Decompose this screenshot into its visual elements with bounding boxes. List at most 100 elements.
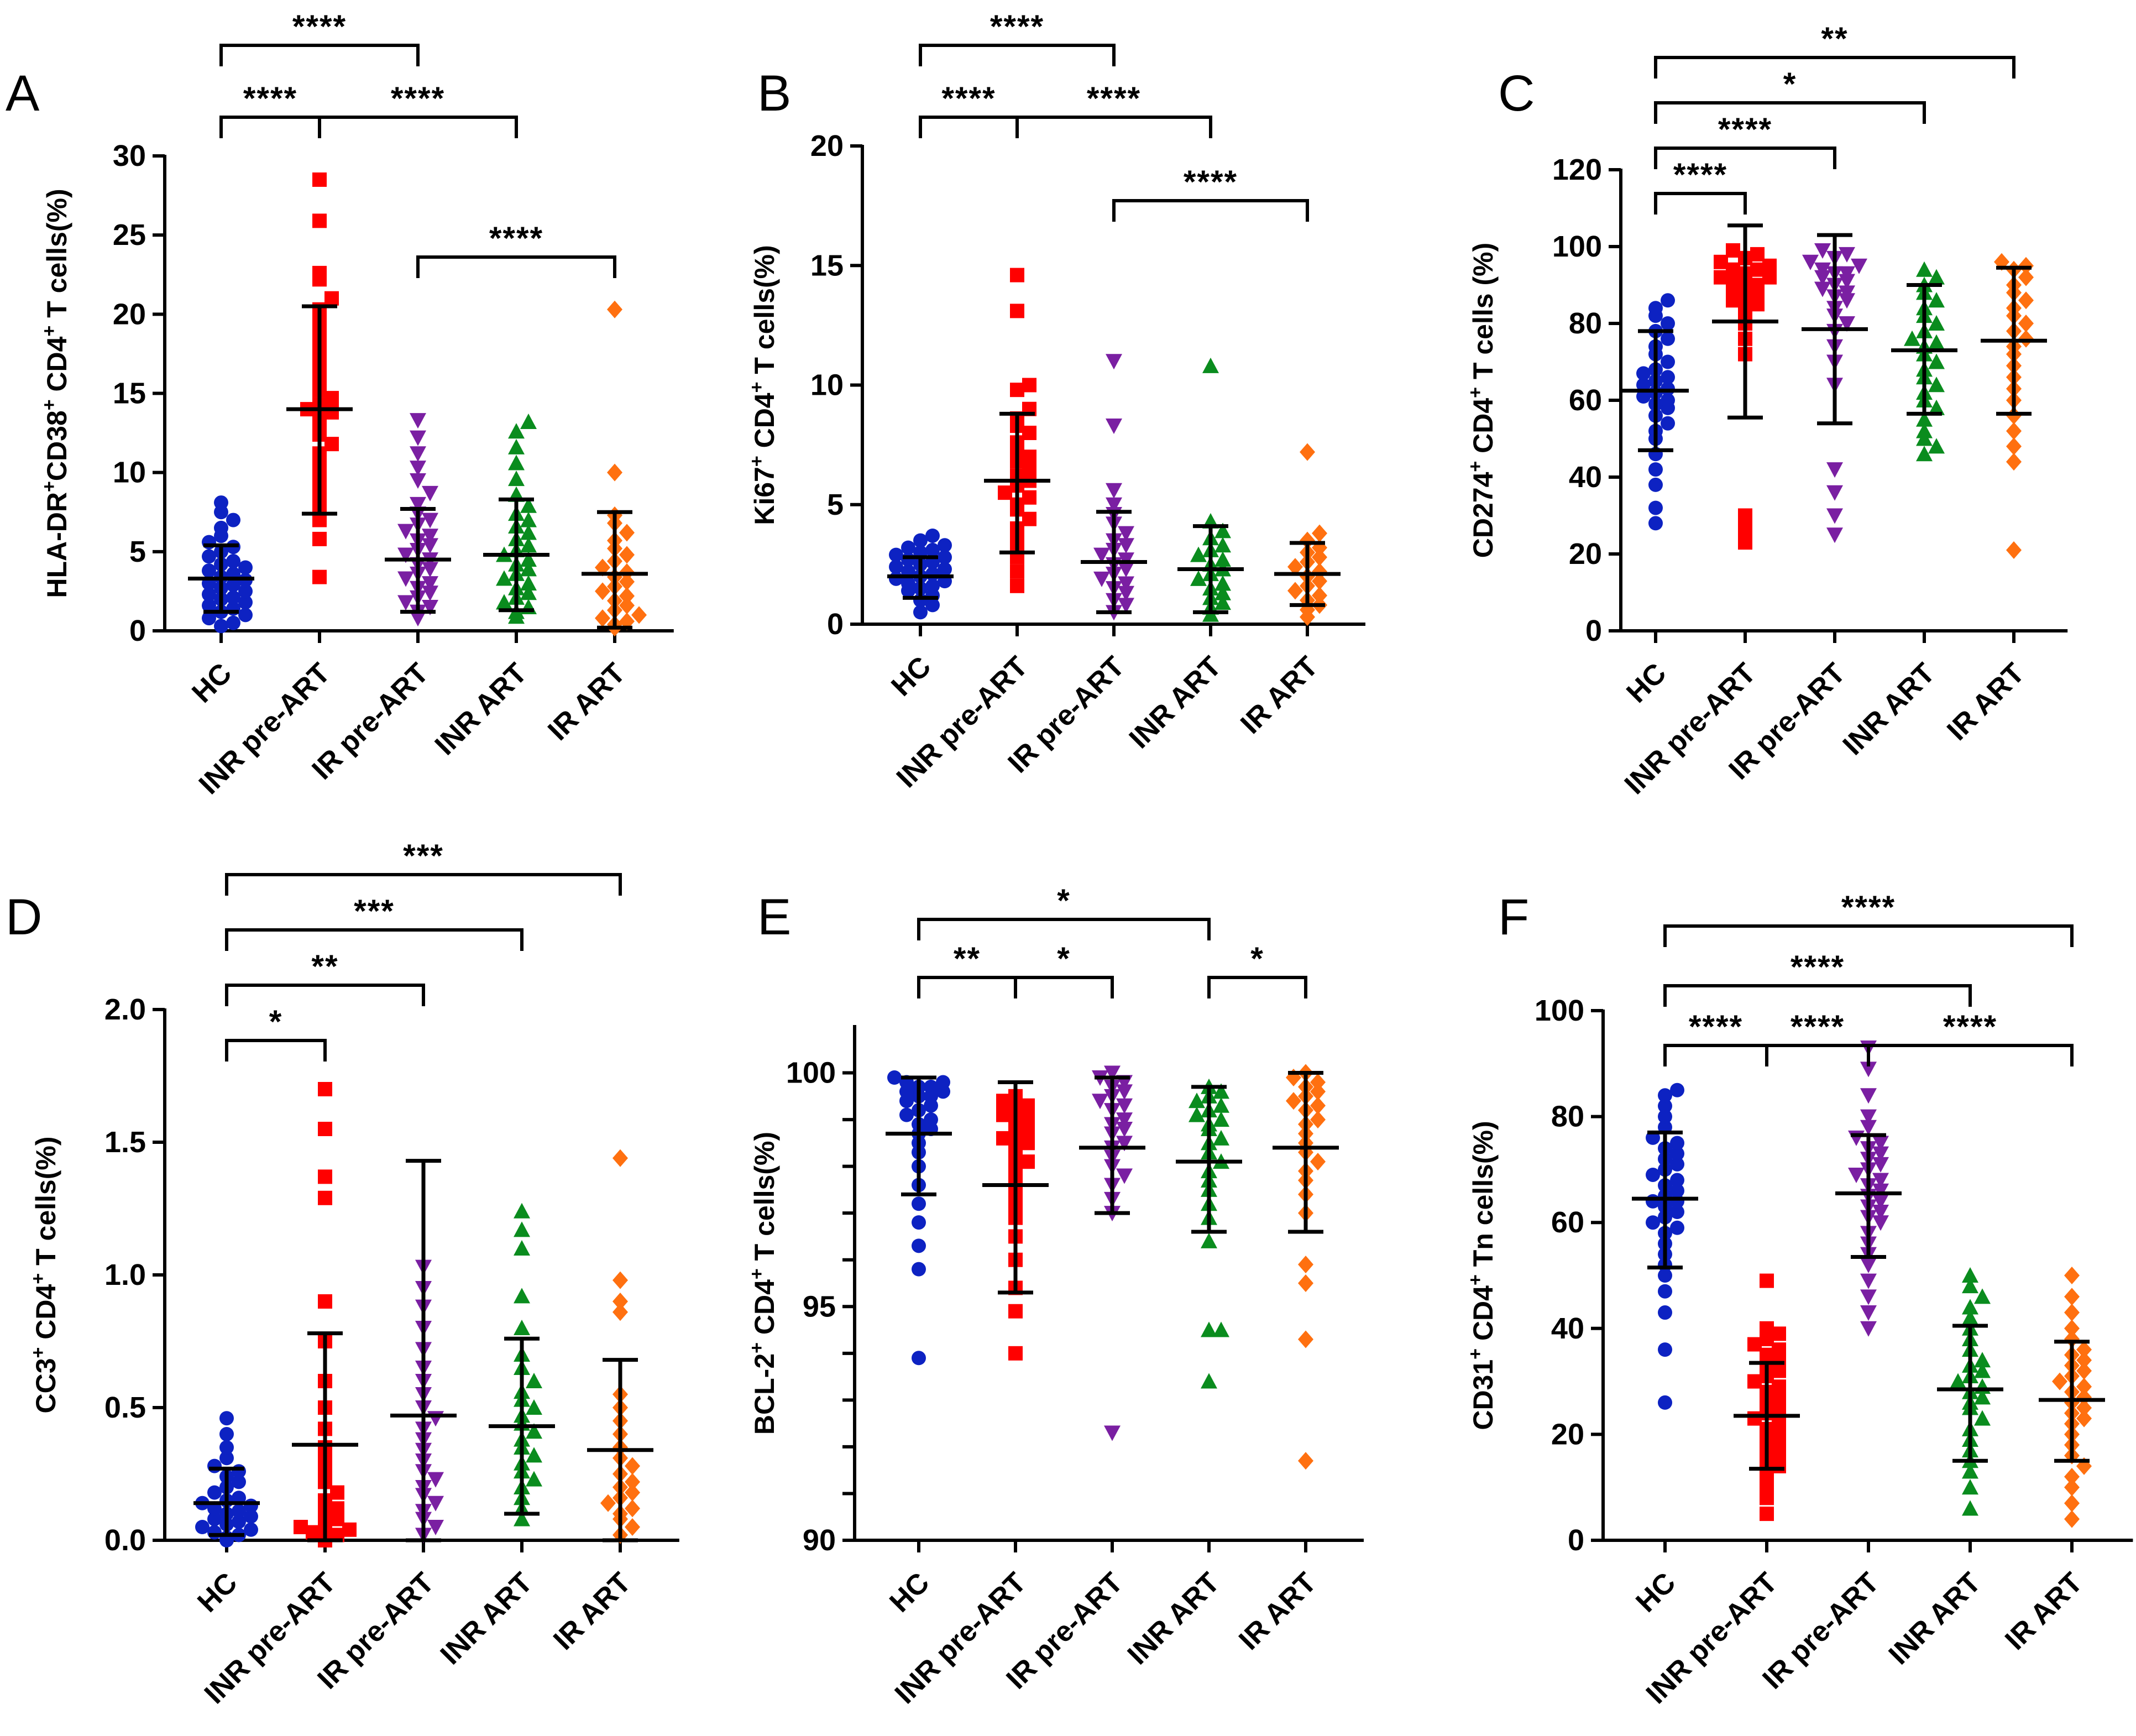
y-tick-label: 2.0 xyxy=(104,993,146,1026)
data-point xyxy=(1826,508,1843,524)
data-point xyxy=(1860,1062,1877,1078)
data-point xyxy=(202,598,216,613)
significance-label: **** xyxy=(1791,949,1845,985)
data-point xyxy=(244,1522,258,1537)
x-category-label: HC xyxy=(883,1566,935,1618)
y-tick-label: 20 xyxy=(810,129,844,163)
data-point xyxy=(1916,446,1933,462)
data-point xyxy=(1670,1146,1684,1161)
data-point xyxy=(1116,1122,1133,1137)
significance-bracket: *** xyxy=(225,838,622,896)
data-point xyxy=(238,560,253,575)
data-point xyxy=(1658,1284,1672,1299)
series-inr-art xyxy=(1891,261,1957,462)
significance-bracket: **** xyxy=(919,9,1116,66)
significance-label: **** xyxy=(489,221,543,257)
data-point xyxy=(1670,1083,1684,1097)
x-category-label: IR ART xyxy=(1941,657,2030,746)
data-point xyxy=(1022,511,1036,526)
y-tick-label: 10 xyxy=(810,369,844,402)
data-point xyxy=(1928,377,1945,393)
data-point xyxy=(1851,258,1867,274)
data-point xyxy=(1962,1278,1978,1294)
data-point xyxy=(619,587,635,605)
significance-label: *** xyxy=(354,893,395,929)
y-tick-label: 40 xyxy=(1551,1312,1584,1345)
data-point xyxy=(219,1440,234,1455)
significance-label: * xyxy=(269,1004,283,1040)
data-point xyxy=(901,576,915,591)
data-point xyxy=(294,1520,308,1534)
data-point xyxy=(1214,594,1231,610)
data-point xyxy=(526,1423,542,1439)
y-tick-label: 0 xyxy=(827,608,844,641)
significance-label: * xyxy=(1783,66,1797,102)
data-point xyxy=(508,423,525,439)
data-point xyxy=(1670,1183,1684,1198)
series-inr-art xyxy=(1177,357,1244,622)
data-point xyxy=(1201,1232,1217,1248)
data-point xyxy=(508,470,525,487)
x-category-label: HC xyxy=(885,650,937,702)
bracket-line xyxy=(917,918,1211,940)
data-point xyxy=(1661,316,1675,331)
data-point xyxy=(1287,558,1303,576)
data-point xyxy=(1312,562,1327,581)
data-point xyxy=(1760,1347,1774,1362)
data-point xyxy=(1310,1153,1326,1171)
data-point xyxy=(1661,393,1675,407)
data-point xyxy=(1214,551,1231,567)
data-point xyxy=(1974,1362,1991,1378)
data-point xyxy=(1860,1109,1877,1125)
bracket-line xyxy=(219,44,420,66)
data-point xyxy=(330,1485,344,1500)
y-tick-label: 15 xyxy=(810,249,844,282)
data-point xyxy=(514,1320,530,1335)
data-point xyxy=(427,1472,444,1488)
significance-label: **** xyxy=(1184,164,1238,200)
data-point xyxy=(607,463,622,482)
series-ir-art xyxy=(2039,1267,2105,1528)
data-point xyxy=(1636,378,1651,393)
data-point xyxy=(1214,584,1231,600)
data-point xyxy=(924,1112,938,1127)
significance-bracket: * xyxy=(1654,66,1926,124)
data-point xyxy=(1648,516,1663,531)
data-point xyxy=(2006,437,2022,456)
data-point xyxy=(1648,462,1663,477)
significance-label: ** xyxy=(1821,21,1848,57)
series-hc xyxy=(1622,293,1689,531)
data-point xyxy=(244,1498,258,1513)
y-tick-label: 30 xyxy=(113,139,146,172)
data-point xyxy=(520,414,537,430)
data-point xyxy=(1670,1173,1684,1188)
data-point xyxy=(410,446,426,462)
bracket-line xyxy=(919,116,1019,138)
data-point xyxy=(1190,570,1207,586)
data-point xyxy=(2064,1319,2080,1337)
data-point xyxy=(1738,508,1752,523)
bracket-line xyxy=(1654,192,1747,215)
bracket-line xyxy=(416,255,616,278)
bracket-line xyxy=(225,1039,327,1062)
data-point xyxy=(520,511,537,527)
y-tick-label: 120 xyxy=(1552,153,1602,186)
significance-bracket: **** xyxy=(1663,1009,1768,1066)
data-point xyxy=(619,573,635,591)
panel-letter: B xyxy=(757,65,791,122)
data-point xyxy=(1312,587,1327,605)
data-point xyxy=(912,1215,926,1230)
data-point xyxy=(1118,598,1134,614)
data-point xyxy=(1118,538,1134,554)
significance-label: **** xyxy=(990,9,1044,45)
bracket-line xyxy=(225,984,425,1006)
data-point xyxy=(1860,1289,1877,1305)
data-point xyxy=(1312,524,1327,542)
data-point xyxy=(1658,1109,1672,1124)
data-point xyxy=(1661,416,1675,431)
data-point xyxy=(1726,243,1740,258)
data-point xyxy=(1189,1092,1205,1108)
significance-label: **** xyxy=(292,9,347,45)
series-ir-pre-art xyxy=(385,413,451,627)
